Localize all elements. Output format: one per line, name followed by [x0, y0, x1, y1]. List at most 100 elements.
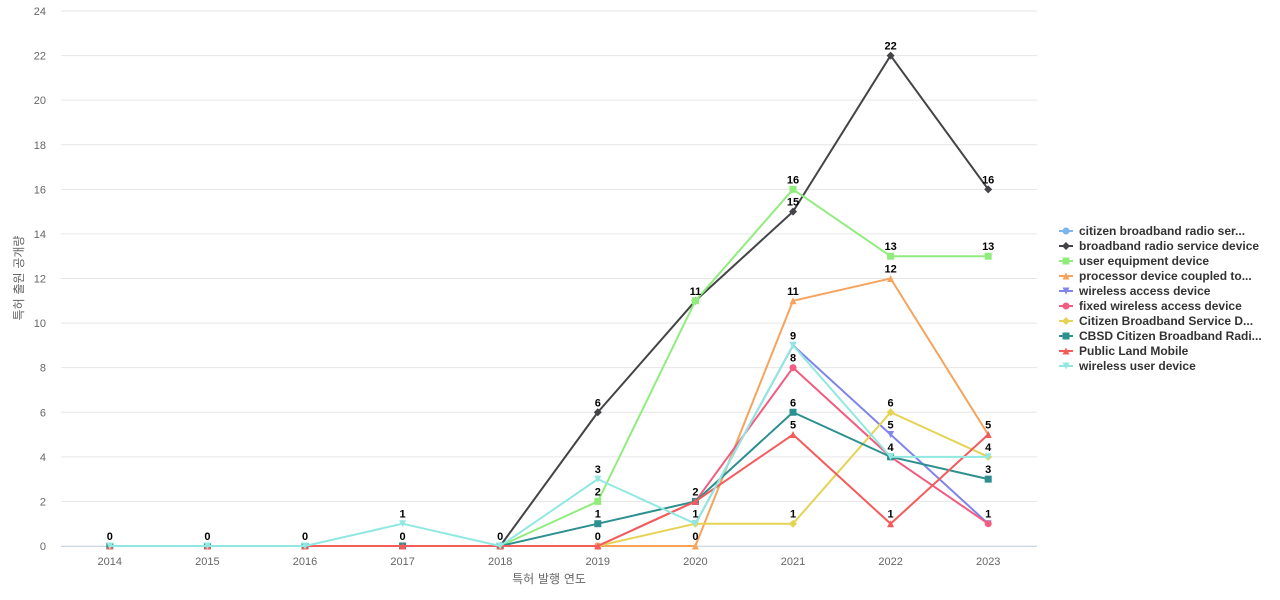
data-point [789, 297, 797, 305]
legend-marker [1062, 227, 1070, 235]
data-point [594, 542, 602, 550]
data-point [887, 431, 895, 439]
data-point [789, 431, 797, 439]
legend-item[interactable]: Citizen Broadband Service D... [1059, 314, 1253, 328]
x-tick-label: 2022 [878, 556, 902, 568]
y-tick-label: 20 [34, 95, 46, 107]
data-point [106, 542, 114, 550]
data-point [594, 520, 602, 528]
data-label: 0 [400, 531, 406, 543]
data-point [789, 341, 797, 349]
data-point [887, 453, 895, 461]
data-label: 3 [985, 464, 991, 476]
data-label: 0 [595, 531, 601, 543]
data-label: 2 [692, 486, 698, 498]
x-tick-label: 2016 [293, 556, 317, 568]
y-tick-label: 24 [34, 6, 46, 18]
data-label: 6 [888, 397, 894, 409]
legend-label: wireless user device [1078, 359, 1196, 373]
legend-marker [1062, 257, 1070, 265]
data-label: 4 [985, 442, 992, 454]
x-tick-label: 2017 [390, 556, 414, 568]
legend-marker [1062, 362, 1070, 370]
data-point [691, 497, 699, 505]
y-tick-label: 0 [40, 541, 46, 553]
series-line [499, 188, 989, 547]
legend-item[interactable]: CBSD Citizen Broadband Radi... [1059, 329, 1262, 343]
legend-item[interactable]: wireless user device [1059, 359, 1196, 373]
data-point [984, 431, 992, 439]
y-tick-label: 14 [34, 229, 46, 241]
legend-item[interactable]: broadband radio service device [1059, 239, 1259, 253]
data-point [887, 275, 895, 282]
x-tick-label: 2021 [781, 556, 805, 568]
legend-item[interactable]: user equipment device [1059, 254, 1209, 268]
data-label: 1 [888, 509, 894, 521]
data-label: 12 [884, 264, 896, 276]
x-tick-label: 2018 [488, 556, 512, 568]
data-point [789, 364, 797, 372]
legend-item[interactable]: Public Land Mobile [1059, 344, 1189, 358]
data-label: 2 [595, 486, 601, 498]
data-point [399, 520, 407, 528]
x-tick-label: 2023 [976, 556, 1000, 568]
y-tick-label: 16 [34, 184, 46, 196]
data-label: 0 [107, 531, 113, 543]
legend-marker [1062, 302, 1070, 310]
legend-label: fixed wireless access device [1079, 299, 1242, 313]
data-point [593, 408, 602, 417]
data-label: 11 [690, 286, 702, 298]
legend-marker [1062, 287, 1070, 295]
data-point [984, 475, 992, 483]
x-axis-title: 특허 발행 연도 [512, 571, 586, 586]
data-label: 0 [692, 531, 698, 543]
data-point [399, 542, 407, 550]
y-tick-label: 22 [34, 51, 46, 63]
legend-label: citizen broadband radio ser... [1079, 224, 1245, 238]
data-point [887, 252, 895, 260]
legend-label: Citizen Broadband Service D... [1079, 314, 1253, 328]
data-point [984, 453, 992, 461]
series-lines [106, 51, 993, 550]
data-point [594, 497, 602, 505]
legend-marker [1062, 242, 1070, 250]
data-point [789, 185, 797, 193]
x-axis-ticks: 2014 2015 2016 2017 2018 2019 2020 2021 2022 2023 [98, 556, 1001, 568]
y-tick-label: 2 [40, 496, 46, 508]
legend-marker [1062, 347, 1070, 355]
legend-item[interactable]: fixed wireless access device [1059, 299, 1242, 313]
data-point [496, 542, 504, 550]
data-point [691, 297, 699, 305]
legend-label: Public Land Mobile [1079, 344, 1189, 358]
data-label: 13 [884, 241, 896, 253]
data-label: 5 [985, 420, 991, 432]
y-tick-label: 4 [40, 452, 46, 464]
legend-item[interactable]: citizen broadband radio ser... [1059, 224, 1245, 238]
legend-label: processor device coupled to... [1079, 269, 1252, 283]
data-point [886, 408, 895, 417]
data-label: 1 [400, 509, 406, 521]
x-tick-label: 2015 [195, 556, 219, 568]
legend-item[interactable]: wireless access device [1059, 284, 1211, 298]
y-tick-label: 12 [34, 274, 46, 286]
legend-marker [1062, 272, 1070, 280]
data-labels: 0 0 010 06321011210161511986512213126541161… [107, 41, 995, 543]
data-label: 5 [888, 420, 894, 432]
data-point [984, 520, 992, 528]
legend-marker [1062, 332, 1070, 340]
data-point [984, 185, 993, 194]
data-point [789, 207, 797, 216]
data-label: 1 [692, 509, 698, 521]
series-10 [106, 341, 992, 550]
legend-item[interactable]: processor device coupled to... [1059, 269, 1252, 283]
data-label: 1 [595, 509, 601, 521]
data-label: 16 [787, 174, 799, 186]
data-label: 0 [204, 531, 210, 543]
data-label: 8 [790, 353, 796, 365]
data-point [203, 542, 211, 550]
data-label: 13 [982, 241, 994, 253]
x-tick-label: 2020 [683, 556, 707, 568]
x-tick-label: 2019 [586, 556, 610, 568]
data-point [887, 520, 895, 528]
